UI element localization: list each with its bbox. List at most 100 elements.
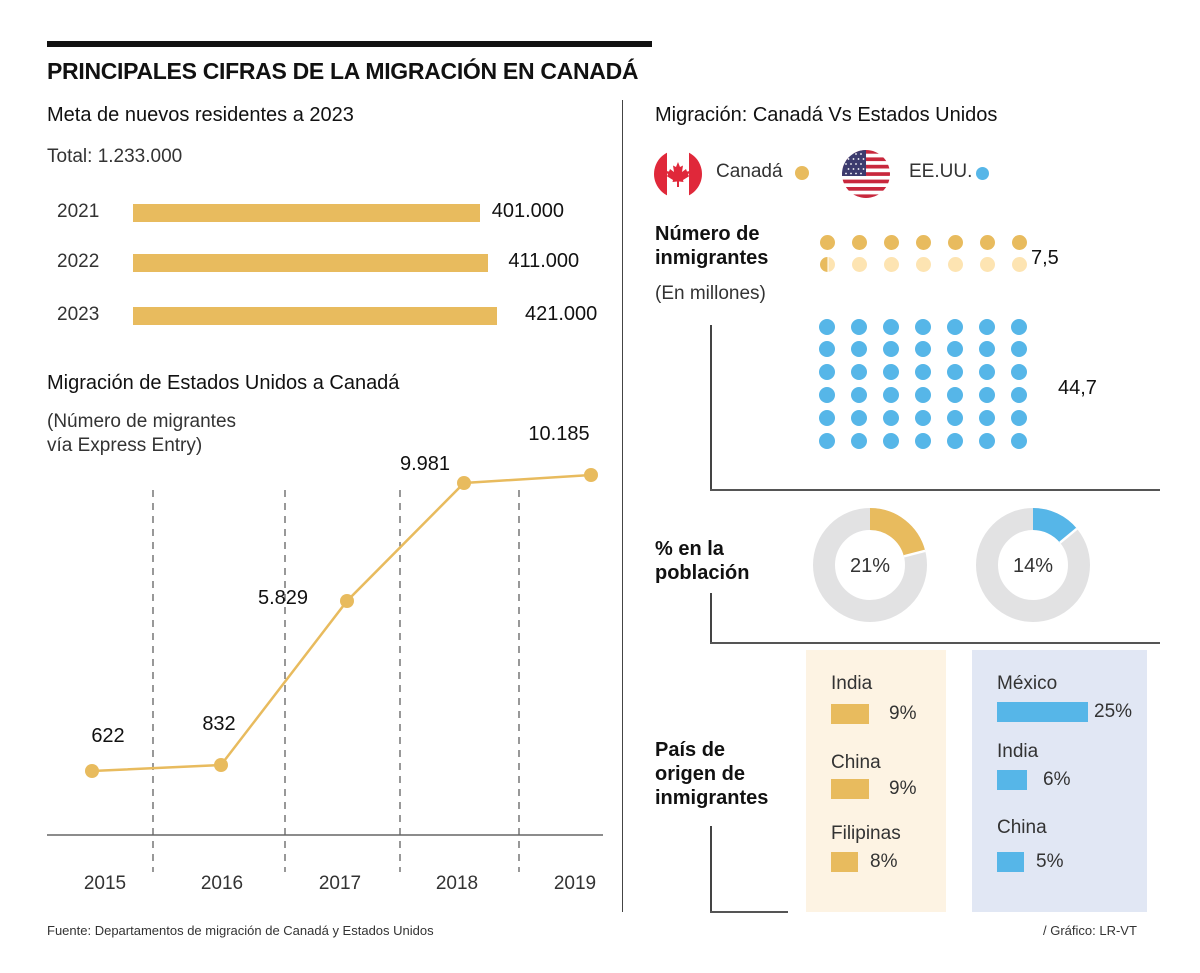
usa-pictogram-dot [883, 410, 899, 426]
usa-pictogram-dot [979, 387, 995, 403]
data-point [85, 764, 99, 778]
canada-pictogram-dot [948, 257, 963, 272]
target-bar-value: 421.000 [525, 303, 598, 325]
usa-pictogram-dot [1011, 319, 1027, 335]
usa-origin-bar [997, 770, 1027, 790]
canada-immigrants-value: 7,5 [1031, 247, 1059, 269]
donut-separator [903, 549, 926, 558]
x-tick-label: 2015 [84, 873, 126, 894]
usa-pictogram-dot [819, 387, 835, 403]
target-bar [133, 204, 480, 222]
x-tick-label: 2019 [554, 873, 596, 894]
canada-pictogram-dot [916, 257, 931, 272]
canada-origin-bar [831, 704, 869, 724]
usa-pictogram-dot [915, 341, 931, 357]
usa-pictogram-dot [915, 319, 931, 335]
target-bar [133, 254, 489, 272]
usa-pictogram-dot [1011, 341, 1027, 357]
usa-pictogram-dot [979, 341, 995, 357]
legend-canada-dot [795, 166, 809, 180]
usa-flag-icon [842, 150, 890, 198]
immigrants-label-line2: inmigrantes [655, 247, 769, 269]
canada-origin-bar [831, 852, 858, 872]
usa-pictogram-dot [819, 319, 835, 335]
usa-pictogram-dot [883, 364, 899, 380]
data-point [340, 594, 354, 608]
canada-pictogram-dot [1012, 235, 1027, 250]
origin-country-name: México [997, 673, 1058, 694]
usa-origin-bar [997, 702, 1088, 722]
bracket-line [710, 593, 712, 643]
usa-pictogram-dot [851, 433, 867, 449]
line-chart-title: Migración de Estados Unidos a Canadá [47, 372, 400, 394]
usa-pictogram-dot [1011, 433, 1027, 449]
usa-pictogram-dot [851, 364, 867, 380]
origin-percent: 8% [870, 851, 898, 872]
year-label: 2022 [57, 251, 100, 272]
usa-pictogram-dot [915, 387, 931, 403]
usa-pictogram-dot [819, 341, 835, 357]
usa-origin-bar [997, 852, 1024, 872]
usa-pictogram-dot [1011, 364, 1027, 380]
bracket-line [710, 642, 1160, 644]
x-tick-label: 2018 [436, 873, 478, 894]
canada-pictogram-dot [820, 235, 835, 250]
data-label: 10.185 [528, 423, 589, 445]
data-point [214, 758, 228, 772]
bracket-line [710, 489, 1160, 491]
canada-pictogram-dot [916, 235, 931, 250]
bracket-line [710, 826, 712, 912]
series-line [91, 473, 592, 773]
line-chart-subtitle: (Número de migrantes vía Express Entry) [47, 410, 236, 458]
donut-label: 21% [850, 555, 890, 577]
origin-label-line2: origen de [655, 763, 746, 785]
x-tick-label: 2016 [201, 873, 243, 894]
origin-label: País de origen de inmigrantes [655, 738, 768, 810]
x-tick-label: 2017 [319, 873, 361, 894]
data-label: 5.829 [258, 587, 308, 609]
bracket-line [710, 911, 788, 913]
usa-pictogram-dot [979, 410, 995, 426]
usa-pictogram-dot [851, 410, 867, 426]
usa-pictogram-dot [979, 319, 995, 335]
usa-pictogram-dot [851, 341, 867, 357]
usa-pictogram-dot [883, 387, 899, 403]
usa-pictogram-dot [819, 410, 835, 426]
usa-pictogram-dot [947, 341, 963, 357]
year-label: 2021 [57, 201, 100, 222]
population-donuts: 21% 14% [813, 508, 1090, 622]
usa-pictogram-dot [915, 364, 931, 380]
canada-pictogram-dot [980, 235, 995, 250]
canada-origin-bar [831, 779, 869, 799]
canada-pictogram-dot [948, 235, 963, 250]
donut-separator [1059, 527, 1078, 544]
origin-percent: 5% [1036, 851, 1064, 872]
target-bar-value: 411.000 [508, 250, 580, 272]
year-label: 2023 [57, 304, 100, 325]
usa-pictogram-dot [947, 410, 963, 426]
population-label-line1: % en la [655, 538, 724, 560]
comparison-title: Migración: Canadá Vs Estados Unidos [655, 104, 998, 126]
usa-pictogram-dot [851, 319, 867, 335]
line-chart-subtitle-line1: (Número de migrantes [47, 411, 237, 432]
bracket-line [710, 325, 712, 490]
usa-pictogram-dot [851, 387, 867, 403]
donut-label: 14% [1013, 555, 1053, 577]
usa-pictogram-dot [915, 410, 931, 426]
legend-usa-label: EE.UU. [909, 161, 973, 182]
usa-pictogram-dot [947, 387, 963, 403]
line-chart: 622 832 5.829 9.981 10.185 2015 2016 2017 2018 20… [47, 423, 603, 894]
usa-pictogram-dot [883, 341, 899, 357]
legend-usa-dot [976, 167, 989, 180]
population-label: % en la población [655, 537, 749, 585]
usa-pictogram-dot [979, 433, 995, 449]
usa-pictogram-dot [915, 433, 931, 449]
origin-label-line3: inmigrantes [655, 787, 769, 809]
population-label-line2: población [655, 562, 750, 584]
source-note: Fuente: Departamentos de migración de Ca… [47, 923, 434, 938]
origin-label-line1: País de [655, 739, 726, 761]
usa-pictogram-dot [819, 364, 835, 380]
targets-total: Total: 1.233.000 [47, 146, 183, 167]
usa-pictogram-dot [819, 433, 835, 449]
canada-pictogram-dot [884, 257, 899, 272]
